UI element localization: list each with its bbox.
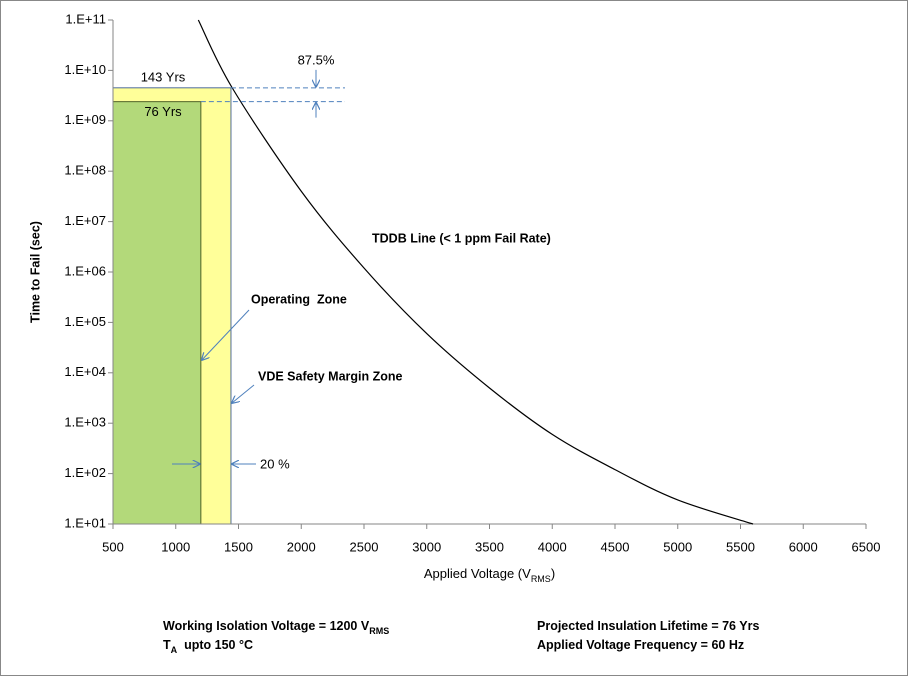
y-axis-title: Time to Fail (sec) xyxy=(28,221,42,323)
x-axis-title: Applied Voltage (VRMS) xyxy=(424,566,555,584)
y-tick-label: 1.E+01 xyxy=(64,515,106,530)
zone-value-label: 76 Yrs xyxy=(144,104,182,119)
y-tick-label: 1.E+07 xyxy=(64,213,106,228)
x-tick-label: 2000 xyxy=(287,539,316,554)
x-tick-label: 4500 xyxy=(601,539,630,554)
x-tick-label: 6000 xyxy=(789,539,818,554)
x-axis-title-part: Applied Voltage (V xyxy=(424,566,531,581)
y-tick-label: 1.E+08 xyxy=(64,163,106,178)
footnote: Working Isolation Voltage = 1200 VRMS xyxy=(163,619,389,636)
x-axis-title-part: RMS xyxy=(531,574,551,584)
footnote-part: Applied Voltage Frequency = 60 Hz xyxy=(537,638,744,652)
x-tick-label: 3000 xyxy=(412,539,441,554)
footnote: TA upto 150 °C xyxy=(163,638,253,655)
y-tick-label: 1.E+03 xyxy=(64,415,106,430)
arrow xyxy=(202,309,250,360)
annotation: 20 % xyxy=(260,456,290,471)
zone-label: Operating Zone xyxy=(251,292,347,306)
zone-value-label: 143 Yrs xyxy=(141,69,186,84)
footnote-part: RMS xyxy=(369,626,389,636)
y-tick-label: 1.E+05 xyxy=(64,314,106,329)
x-tick-label: 1500 xyxy=(224,539,253,554)
x-tick-label: 4000 xyxy=(538,539,567,554)
y-tick-label: 1.E+10 xyxy=(64,62,106,77)
footnote-part: Working Isolation Voltage = 1200 V xyxy=(163,619,370,633)
x-tick-label: 6500 xyxy=(852,539,881,554)
y-tick-label: 1.E+04 xyxy=(64,364,106,379)
zone-label: VDE Safety Margin Zone xyxy=(258,369,403,383)
y-tick-label: 1.E+06 xyxy=(64,263,106,278)
x-tick-label: 2500 xyxy=(350,539,379,554)
footnote: Applied Voltage Frequency = 60 Hz xyxy=(537,638,744,652)
x-tick-label: 5000 xyxy=(663,539,692,554)
footnote: Projected Insulation Lifetime = 76 Yrs xyxy=(537,619,759,633)
footnote-part: Projected Insulation Lifetime = 76 Yrs xyxy=(537,619,759,633)
x-axis-title-part: ) xyxy=(551,566,555,581)
zone-bar xyxy=(112,101,202,525)
footnote-part: T xyxy=(163,638,171,652)
y-tick-label: 1.E+02 xyxy=(64,465,106,480)
footnote-part: upto 150 °C xyxy=(177,638,253,652)
tddb-line xyxy=(197,19,754,525)
annotation: 87.5% xyxy=(298,52,335,67)
x-tick-label: 500 xyxy=(102,539,124,554)
x-tick-label: 5500 xyxy=(726,539,755,554)
x-tick-label: 3500 xyxy=(475,539,504,554)
x-tick-label: 1000 xyxy=(161,539,190,554)
footnote-part: A xyxy=(171,645,178,655)
y-tick-label: 1.E+09 xyxy=(64,112,106,127)
arrow xyxy=(232,384,255,403)
y-tick-label: 1.E+11 xyxy=(65,11,106,26)
series-label: TDDB Line (< 1 ppm Fail Rate) xyxy=(372,231,551,245)
